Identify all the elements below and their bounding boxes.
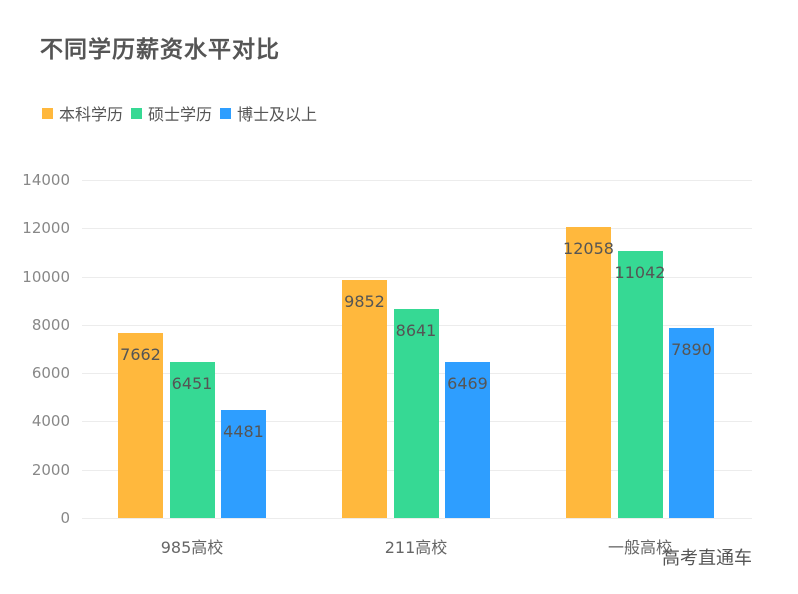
y-axis-tick-label: 10000: [22, 267, 70, 286]
y-axis-tick-label: 4000: [31, 412, 70, 431]
bar-value-label: 8641: [395, 321, 437, 341]
bar[interactable]: [566, 226, 611, 518]
legend-item-master[interactable]: 硕士学历: [131, 101, 212, 125]
bar[interactable]: [118, 333, 163, 518]
bar[interactable]: [169, 362, 215, 518]
y-axis-tick-label: 8000: [31, 315, 70, 334]
legend-label: 本科学历: [59, 105, 124, 124]
x-axis-tick-label: 985高校: [160, 538, 224, 557]
y-axis-tick-label: 2000: [31, 460, 70, 479]
bar[interactable]: [342, 280, 387, 518]
bar[interactable]: [393, 309, 439, 518]
y-axis-tick-label: 14000: [22, 171, 70, 189]
x-axis-tick-label: 211高校: [384, 538, 448, 557]
bar-value-label: 6451: [171, 374, 213, 394]
bar-value-label: 11042: [614, 263, 666, 283]
bar-value-label: 12058: [563, 238, 614, 258]
bar[interactable]: [669, 327, 714, 518]
bar-value-label: 7662: [120, 345, 161, 365]
y-axis-tick-label: 0: [60, 509, 70, 527]
watermark: 高考直通车: [662, 548, 752, 569]
y-axis-tick-label: 12000: [22, 219, 70, 238]
x-axis-tick-label: 一般高校: [607, 538, 672, 557]
gridline: [82, 180, 752, 181]
bar[interactable]: [221, 409, 266, 518]
bar[interactable]: [445, 361, 490, 518]
legend-label: 博士及以上: [237, 105, 318, 124]
legend-label: 硕士学历: [148, 105, 213, 124]
gridline: [82, 228, 752, 230]
legend-swatch-icon: [42, 107, 53, 119]
legend-item-bachelor[interactable]: 本科学历: [42, 101, 123, 125]
legend-item-doctor[interactable]: 博士及以上: [220, 101, 317, 125]
chart-title: 不同学历薪资水平对比: [40, 37, 280, 63]
gridline: [82, 518, 752, 519]
bar-value-label: 9852: [344, 292, 385, 312]
gridline: [82, 276, 752, 278]
bar-value-label: 6469: [447, 373, 488, 393]
legend-swatch-icon: [131, 107, 143, 119]
bar-value-label: 4481: [223, 421, 264, 441]
legend: 本科学历 硕士学历 博士及以上: [42, 101, 325, 125]
y-axis-tick-label: 6000: [31, 364, 70, 383]
legend-swatch-icon: [220, 107, 232, 119]
bar-value-label: 7890: [671, 339, 712, 359]
bar[interactable]: [617, 251, 663, 518]
